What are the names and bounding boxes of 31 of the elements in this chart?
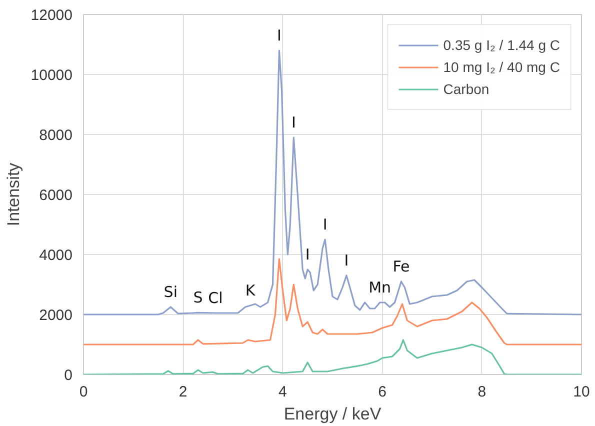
y-tick-label: 2000	[39, 307, 73, 324]
legend-label: Carbon	[443, 81, 490, 97]
y-tick-label: 4000	[39, 247, 73, 264]
x-tick-label: 0	[79, 384, 88, 400]
legend-label: 0.35 g I₂ / 1.44 g C	[443, 37, 560, 53]
annotation: I	[277, 26, 282, 44]
x-tick-label: 6	[378, 384, 386, 400]
line-series	[84, 339, 582, 374]
y-tick-label: 6000	[39, 187, 73, 204]
line-series	[84, 258, 582, 346]
x-axis-title: Energy / keV	[284, 404, 382, 424]
annotation: I	[344, 252, 349, 270]
annotation: Mn	[368, 278, 392, 296]
annotation: Cl	[208, 289, 223, 307]
y-axis-title: Intensity	[4, 162, 23, 226]
y-tick-label: 10000	[30, 67, 73, 84]
annotation: I	[322, 216, 328, 234]
x-tick-label: 4	[278, 384, 287, 400]
legend-label: 10 mg I₂ / 40 mg C	[443, 59, 560, 75]
x-tick-label: 10	[573, 384, 590, 400]
x-tick-label: 8	[478, 384, 486, 400]
y-tick-label: 8000	[39, 127, 73, 144]
annotation: K	[245, 282, 256, 300]
y-tick-label: 0	[64, 367, 72, 384]
x-tick-label: 2	[178, 384, 188, 400]
annotation: Si	[164, 283, 178, 301]
annotation: Fe	[392, 258, 410, 276]
annotation: I	[291, 114, 296, 132]
y-tick-label: 12000	[30, 7, 73, 24]
annotation: I	[305, 246, 310, 264]
annotation: S	[193, 288, 203, 307]
